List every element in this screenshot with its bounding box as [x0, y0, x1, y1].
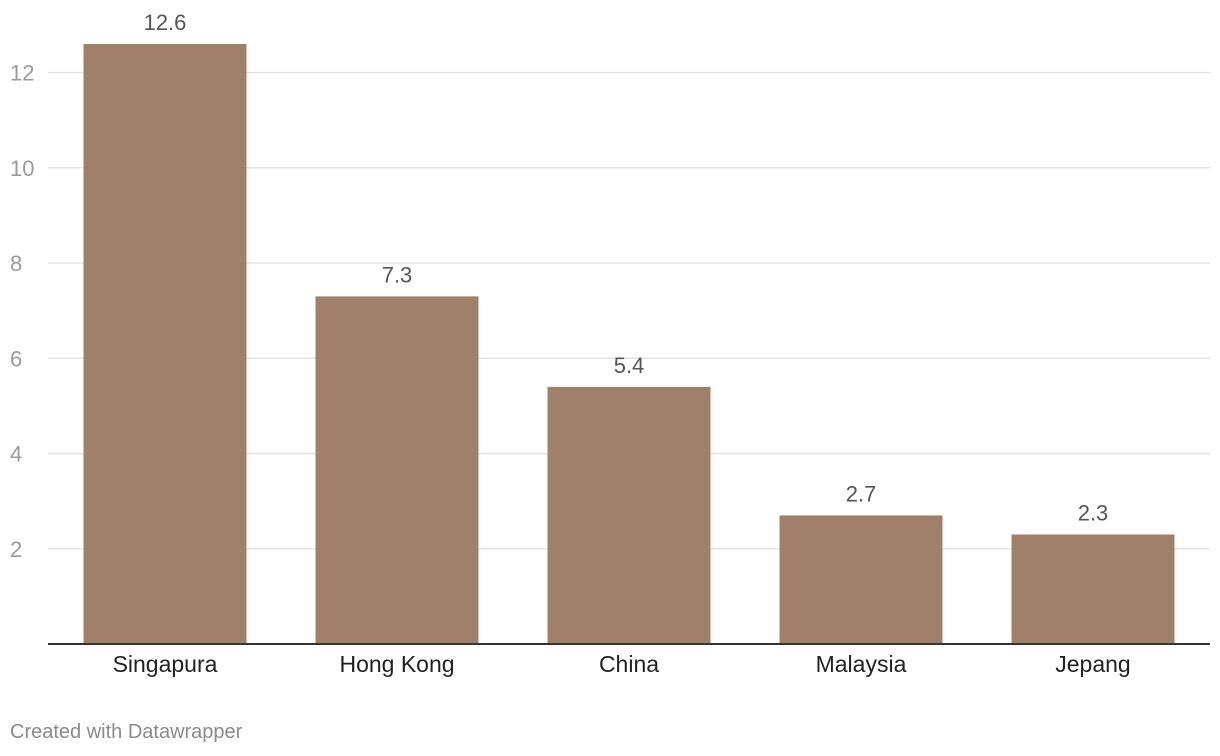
- x-tick-label: Malaysia: [816, 651, 907, 677]
- value-label: 2.7: [846, 481, 877, 506]
- x-tick-label: Hong Kong: [339, 651, 454, 677]
- bar-jepang: [1011, 534, 1175, 644]
- labels: 2 4 6 8 10 12 12.6 Singapura 7.3 Hong Kong 5.4 Chin…: [10, 10, 1131, 677]
- value-label: 7.3: [382, 262, 413, 287]
- value-label: 2.3: [1078, 500, 1109, 525]
- value-label: 5.4: [614, 353, 645, 378]
- y-tick-label: 4: [10, 442, 22, 467]
- value-label: 12.6: [144, 10, 187, 35]
- y-tick-label: 10: [10, 156, 34, 181]
- x-tick-label: Singapura: [113, 651, 218, 677]
- x-tick-label: China: [599, 651, 659, 677]
- x-tick-label: Jepang: [1055, 651, 1130, 677]
- y-tick-label: 2: [10, 537, 22, 562]
- bars: [83, 44, 1175, 644]
- datawrapper-credit: Created with Datawrapper: [10, 721, 243, 743]
- bar-china: [547, 386, 711, 644]
- y-tick-label: 8: [10, 251, 22, 276]
- bar-malaysia: [779, 515, 943, 644]
- y-tick-label: 12: [10, 61, 34, 86]
- y-tick-label: 6: [10, 346, 22, 371]
- bar-singapura: [83, 44, 247, 644]
- bar-hong-kong: [315, 296, 479, 644]
